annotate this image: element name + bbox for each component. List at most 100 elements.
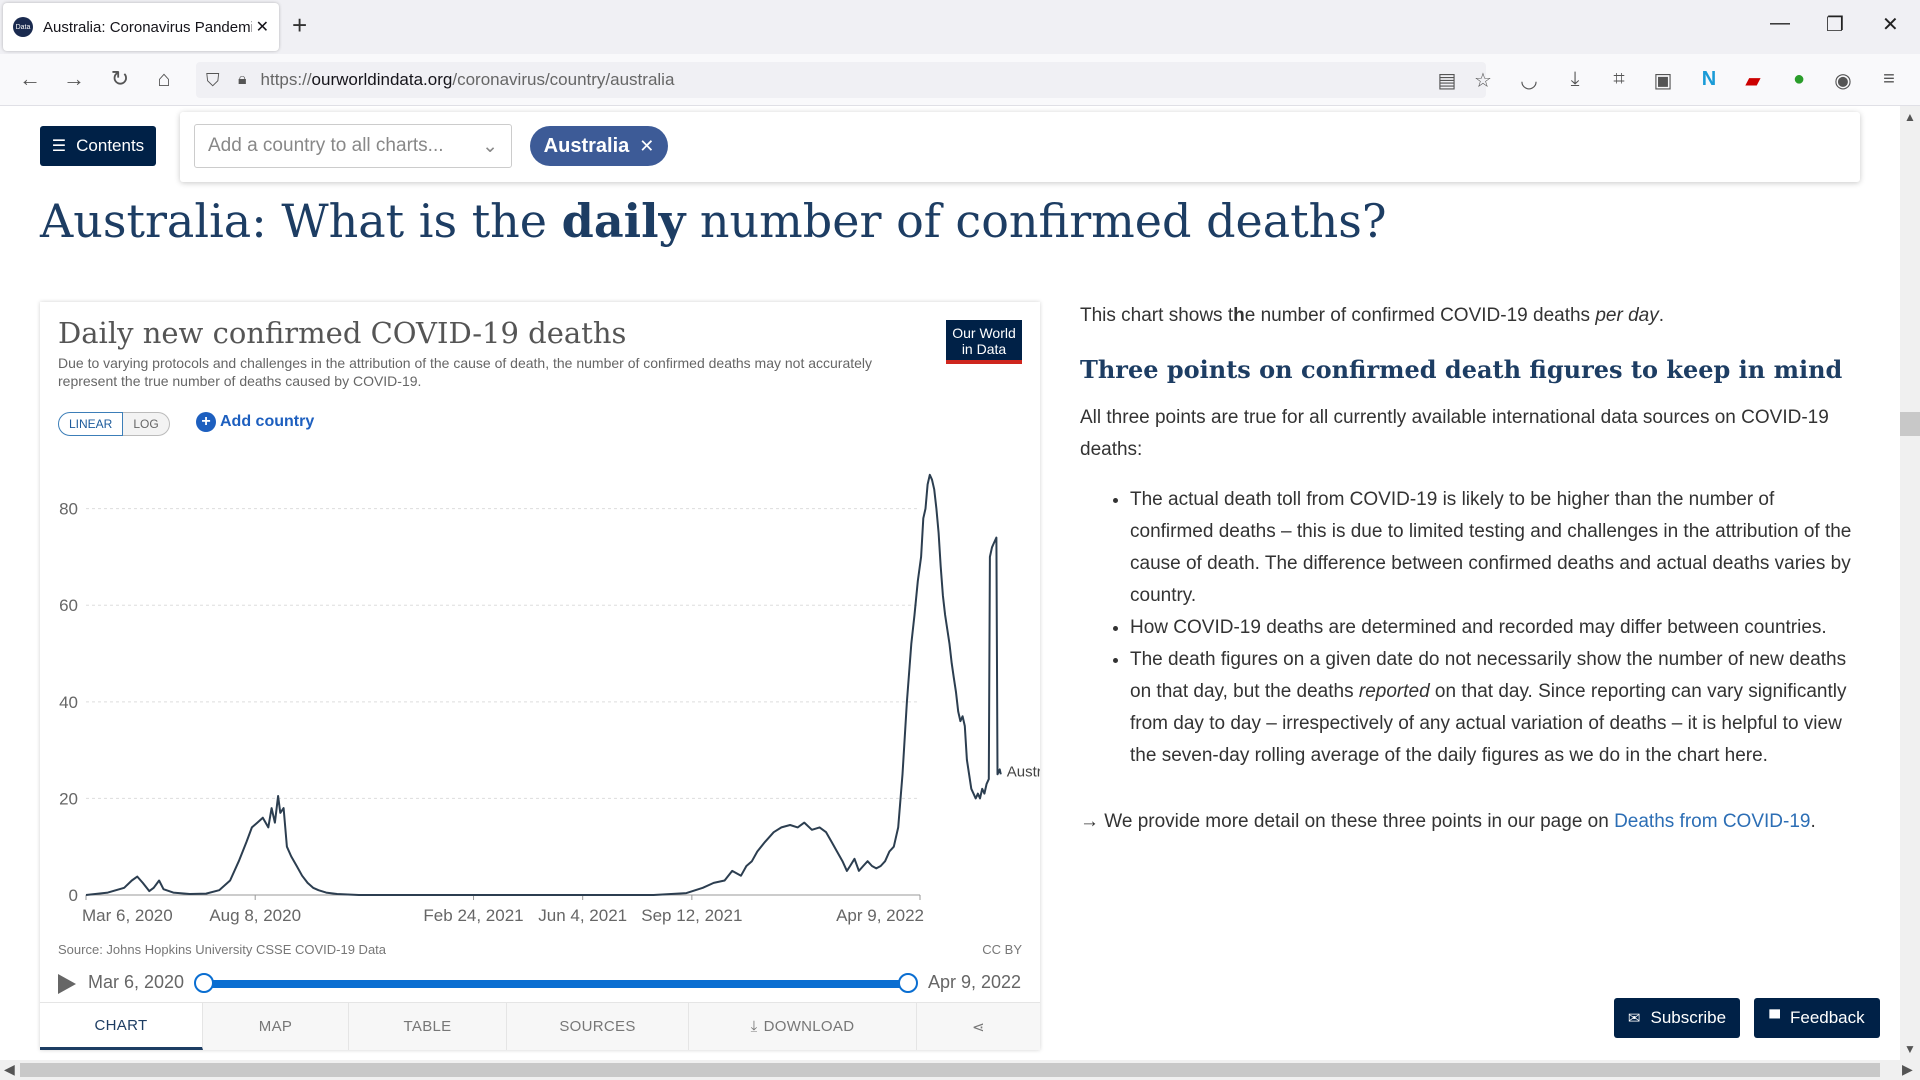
more-detail: → We provide more detail on these three … bbox=[1080, 806, 1860, 838]
url-host: ourworldindata.org bbox=[311, 70, 453, 89]
article-text: This chart shows the number of confirmed… bbox=[1080, 300, 1860, 838]
timeline-track[interactable] bbox=[203, 980, 908, 988]
chart-license[interactable]: CC BY bbox=[982, 942, 1022, 957]
close-window-icon[interactable]: ✕ bbox=[1882, 14, 1899, 36]
download-icon[interactable]: ⤓ bbox=[1570, 68, 1580, 90]
tab-table[interactable]: TABLE bbox=[349, 1003, 507, 1050]
series-label[interactable]: Australia bbox=[1007, 763, 1040, 780]
list-item: The death figures on a given date do not… bbox=[1130, 644, 1860, 772]
y-tick-label: 40 bbox=[59, 693, 78, 712]
timeline-start-label: Mar 6, 2020 bbox=[88, 972, 185, 992]
point3-post: on that day. Since reporting can vary si… bbox=[1130, 681, 1847, 766]
subscribe-label: Subscribe bbox=[1650, 1008, 1727, 1027]
more-pre: → We provide more detail on these three … bbox=[1080, 811, 1615, 832]
tab-close-icon[interactable]: ✕ bbox=[255, 19, 269, 36]
add-country-button[interactable]: + Add country bbox=[196, 412, 314, 432]
series-line-australia[interactable] bbox=[85, 473, 1002, 896]
forward-icon[interactable]: → bbox=[63, 66, 85, 91]
new-tab-icon[interactable]: + bbox=[292, 10, 308, 40]
hamburger-icon: ☰ bbox=[51, 138, 67, 155]
selected-country-chip[interactable]: Australia ✕ bbox=[530, 126, 668, 166]
scroll-up-icon[interactable]: ▲ bbox=[1904, 110, 1916, 124]
owid-favicon-icon: Data bbox=[13, 17, 33, 37]
bookmark-star-icon[interactable]: ☆ bbox=[1474, 70, 1492, 92]
b-plus-extension-icon[interactable]: ● bbox=[1792, 68, 1806, 90]
scroll-down-icon[interactable]: ▼ bbox=[1904, 1042, 1916, 1056]
chart-source: Source: Johns Hopkins University CSSE CO… bbox=[58, 942, 387, 957]
minimize-icon[interactable]: — bbox=[1770, 12, 1790, 34]
envelope-icon: ✉ bbox=[1627, 1010, 1641, 1027]
chart-tabs: CHART MAP TABLE SOURCES ⤓ DOWNLOAD ⋖ bbox=[40, 1002, 1040, 1050]
lock-icon[interactable]: 🔒︎ bbox=[238, 71, 247, 88]
crop-icon[interactable]: ⌗ bbox=[1613, 68, 1625, 90]
menu-icon[interactable]: ≡ bbox=[1883, 68, 1895, 90]
restore-icon[interactable]: ❐ bbox=[1826, 14, 1844, 36]
intro-pre: This chart shows t bbox=[1080, 305, 1234, 326]
page-title: Australia: What is the daily number of c… bbox=[40, 194, 1387, 248]
reload-icon[interactable]: ↻ bbox=[110, 66, 130, 91]
shield-icon[interactable]: ⛉ bbox=[206, 70, 220, 90]
add-country-label: Add country bbox=[220, 413, 315, 430]
list-item: The actual death toll from COVID-19 is l… bbox=[1130, 484, 1860, 612]
chart-title: Daily new confirmed COVID-19 deaths bbox=[58, 316, 627, 350]
page-title-post: number of confirmed deaths? bbox=[685, 194, 1387, 248]
contents-button[interactable]: ☰ Contents bbox=[40, 126, 156, 166]
feedback-button[interactable]: ▀ Feedback bbox=[1754, 998, 1880, 1038]
chart-card: Daily new confirmed COVID-19 deaths Due … bbox=[40, 302, 1040, 1050]
play-icon[interactable] bbox=[58, 974, 76, 994]
page-title-bold: daily bbox=[561, 194, 686, 248]
tab-title: Australia: Coronavirus Pandemic bbox=[43, 18, 252, 36]
remove-country-icon[interactable]: ✕ bbox=[639, 135, 655, 156]
url-bar[interactable]: ⛉ 🔒︎ https://ourworldindata.org/coronavi… bbox=[196, 62, 1486, 98]
horizontal-scrollbar[interactable]: ◀ ▶ bbox=[0, 1060, 1920, 1080]
chart-subtitle: Due to varying protocols and challenges … bbox=[58, 355, 873, 389]
browser-tab[interactable]: Data Australia: Coronavirus Pandemic ✕ bbox=[3, 3, 279, 51]
owid-logo[interactable]: Our World in Data bbox=[946, 320, 1022, 364]
timeline-end-handle[interactable] bbox=[898, 973, 918, 993]
selected-country-label: Australia bbox=[543, 134, 630, 157]
country-search-input[interactable]: Add a country to all charts... ⌄ bbox=[194, 124, 512, 168]
timeline-start-handle[interactable] bbox=[194, 973, 214, 993]
screenshot-icon[interactable]: ▣ bbox=[1653, 70, 1673, 92]
extension-icon[interactable]: ◉ bbox=[1834, 70, 1852, 92]
scroll-right-icon[interactable]: ▶ bbox=[1902, 1061, 1913, 1077]
logo-line2: in Data bbox=[961, 341, 1007, 357]
comment-icon: ▀ bbox=[1769, 1009, 1780, 1027]
extension-n-icon[interactable]: N bbox=[1701, 68, 1717, 90]
logo-line1: Our World bbox=[952, 325, 1016, 341]
line-chart: 0 20 40 60 80 Mar 6, 2020 Aug 8, 2020 Feb 24, 2… bbox=[59, 473, 1040, 925]
url-path: /coronavirus/country/australia bbox=[452, 70, 675, 89]
points-list: The actual death toll from COVID-19 is l… bbox=[1130, 484, 1860, 772]
scale-linear-button[interactable]: LINEAR bbox=[58, 412, 124, 436]
share-icon[interactable]: ⋖ bbox=[972, 1018, 985, 1036]
tab-map[interactable]: MAP bbox=[203, 1003, 349, 1050]
tab-download[interactable]: ⤓ DOWNLOAD bbox=[689, 1003, 917, 1050]
back-icon[interactable]: ← bbox=[19, 66, 41, 91]
tab-chart[interactable]: CHART bbox=[40, 1003, 203, 1050]
scroll-left-icon[interactable]: ◀ bbox=[4, 1061, 15, 1077]
intro-bold: h bbox=[1233, 305, 1245, 326]
intro-end: . bbox=[1658, 305, 1664, 326]
download-tab-icon: ⤓ bbox=[750, 1018, 758, 1035]
scale-log-button[interactable]: LOG bbox=[123, 412, 170, 436]
point3-em: reported bbox=[1358, 681, 1430, 702]
vertical-scrollbar[interactable]: ▲ ▼ bbox=[1900, 106, 1920, 1060]
pdf-extension-icon[interactable]: ▰ bbox=[1745, 70, 1761, 92]
page-content: ☰ Contents Add a country to all charts..… bbox=[0, 106, 1900, 1060]
subscribe-button[interactable]: ✉ Subscribe bbox=[1614, 998, 1740, 1038]
intro-em: per day bbox=[1595, 305, 1659, 326]
x-tick-label: Sep 12, 2021 bbox=[641, 906, 742, 925]
deaths-link[interactable]: Deaths from COVID-19 bbox=[1614, 811, 1811, 832]
x-tick-label: Apr 9, 2022 bbox=[836, 906, 924, 925]
intro-post: e number of confirmed COVID-19 deaths bbox=[1244, 305, 1596, 326]
reader-view-icon[interactable]: ▤ bbox=[1437, 70, 1457, 92]
pocket-icon[interactable]: ◡ bbox=[1520, 70, 1538, 92]
vertical-scroll-thumb[interactable] bbox=[1900, 412, 1920, 436]
horizontal-scroll-thumb[interactable] bbox=[20, 1063, 1880, 1077]
tab-sources[interactable]: SOURCES bbox=[507, 1003, 689, 1050]
timeline-end-label: Apr 9, 2022 bbox=[928, 972, 1022, 992]
chart-intro: This chart shows the number of confirmed… bbox=[1080, 300, 1860, 332]
chevron-down-icon: ⌄ bbox=[482, 135, 498, 157]
home-icon[interactable]: ⌂ bbox=[157, 66, 171, 91]
x-tick-label: Aug 8, 2020 bbox=[209, 906, 301, 925]
